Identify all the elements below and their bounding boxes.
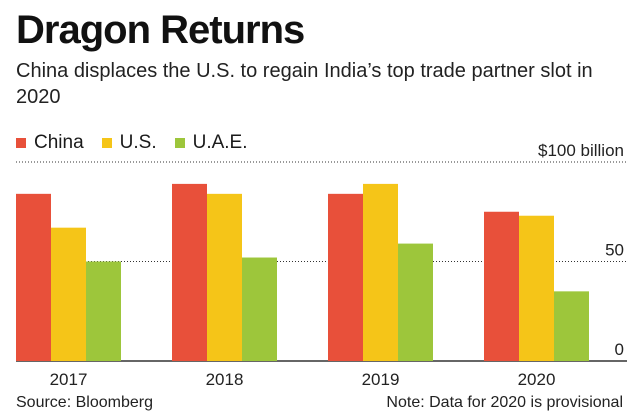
chart-title: Dragon Returns <box>16 8 305 52</box>
legend: China U.S. U.A.E. <box>16 132 266 154</box>
y-tick-label: $100 billion <box>538 141 624 160</box>
bar-uae-2018 <box>242 257 277 361</box>
bar-china-2019 <box>328 193 363 361</box>
y-tick-label: 0 <box>615 340 624 359</box>
x-tick-label: 2017 <box>50 370 88 389</box>
bar-us-2017 <box>51 227 86 361</box>
x-tick-label: 2020 <box>518 370 556 389</box>
legend-swatch-us <box>101 138 112 148</box>
bar-us-2018 <box>207 193 242 361</box>
bar-us-2019 <box>363 183 398 361</box>
provisional-note: Note: Data for 2020 is provisional <box>386 394 623 411</box>
legend-item-uae: U.A.E. <box>174 132 248 154</box>
x-tick-label: 2018 <box>206 370 244 389</box>
chart-subtitle: China displaces the U.S. to regain India… <box>16 60 593 108</box>
legend-swatch-china <box>16 138 26 148</box>
source-note: Source: Bloomberg <box>16 394 153 411</box>
x-tick-label: 2019 <box>362 370 400 389</box>
bar-uae-2020 <box>554 291 589 361</box>
legend-label-china: China <box>34 132 84 153</box>
bar-uae-2019 <box>398 243 433 361</box>
bar-china-2018 <box>172 183 207 361</box>
bar-china-2017 <box>16 193 51 361</box>
legend-label-uae: U.A.E. <box>192 132 248 153</box>
legend-item-us: U.S. <box>101 132 157 154</box>
bar-china-2020 <box>484 211 519 361</box>
legend-swatch-uae <box>174 138 185 148</box>
bar-uae-2017 <box>86 261 121 361</box>
bar-us-2020 <box>519 215 554 361</box>
y-tick-label: 50 <box>605 241 624 260</box>
legend-item-china: China <box>16 132 84 154</box>
legend-label-us: U.S. <box>119 132 157 153</box>
